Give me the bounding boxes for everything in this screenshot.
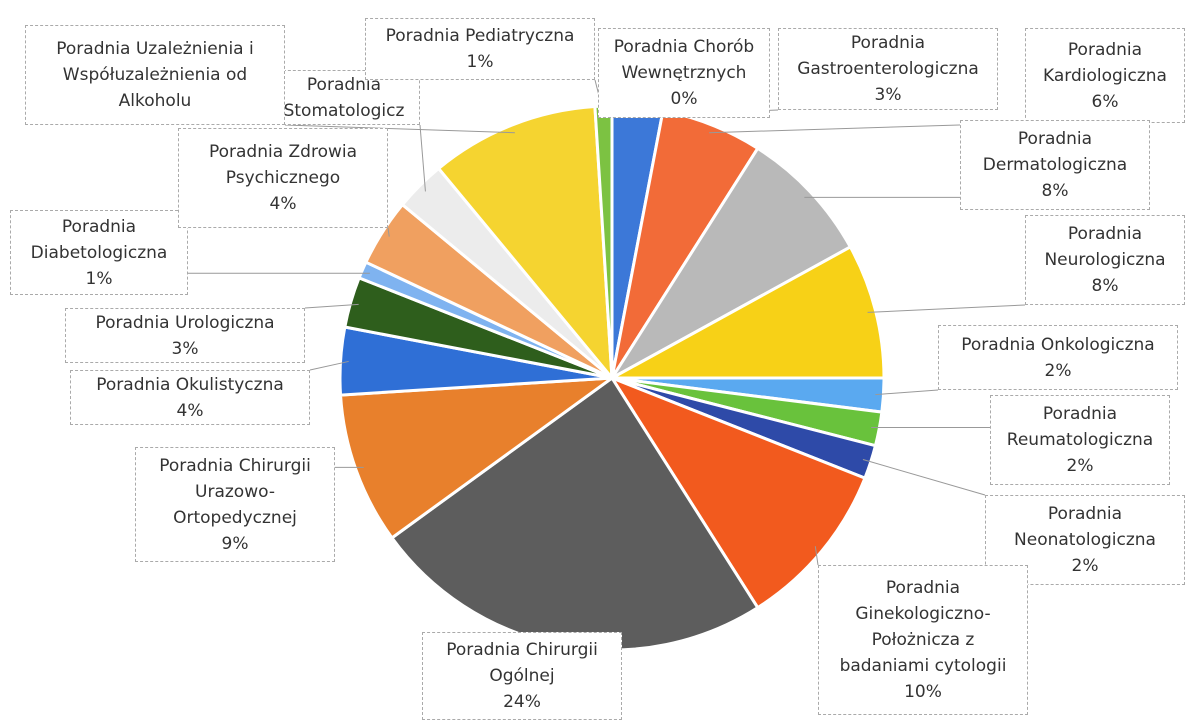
data-label: Poradnia Onkologiczna 2% bbox=[938, 325, 1178, 390]
category-name: Poradnia Ginekologiczno-Położnicza z bad… bbox=[839, 578, 1007, 676]
leader-line bbox=[304, 303, 359, 309]
data-label: Poradnia Okulistyczna 4% bbox=[70, 370, 310, 425]
data-label: Poradnia Diabetologiczna 1% bbox=[10, 210, 188, 295]
category-name: Poradnia Pediatryczna bbox=[385, 26, 575, 46]
data-label: Poradnia Chirurgii Ogólnej 24% bbox=[422, 632, 622, 720]
leader-line bbox=[862, 459, 986, 496]
value-label: 10% bbox=[904, 682, 942, 702]
value-label: 4% bbox=[269, 194, 297, 214]
category-name: Poradnia Neonatologiczna bbox=[1014, 504, 1156, 550]
category-name: Poradnia Kardiologiczna bbox=[1043, 39, 1167, 86]
value-label: 2% bbox=[1071, 556, 1099, 576]
data-label: Poradnia Zdrowia Psychicznego 4% bbox=[178, 128, 388, 228]
value-label: 4% bbox=[176, 400, 204, 421]
category-name: Poradnia Dermatologiczna bbox=[982, 129, 1128, 175]
value-label: 0% bbox=[670, 89, 698, 109]
category-name: Poradnia Urologiczna bbox=[95, 312, 275, 333]
category-name: Poradnia Gastroenterologiczna bbox=[797, 33, 979, 79]
category-name: Poradnia Okulistyczna bbox=[96, 374, 284, 395]
pie-slice bbox=[338, 376, 618, 540]
category-name: Poradnia Reumatologiczna bbox=[1006, 404, 1154, 450]
category-name: Poradnia Chirurgii Urazowo-Ortopedycznej bbox=[159, 455, 311, 528]
leader-line bbox=[284, 124, 515, 134]
data-label: Poradnia Kardiologiczna 6% bbox=[1025, 28, 1185, 123]
leader-line bbox=[875, 389, 939, 396]
category-name: Poradnia Chirurgii Ogólnej bbox=[446, 640, 598, 686]
category-name: Poradnia Zdrowia Psychicznego bbox=[208, 142, 358, 188]
category-name: Poradnia Chorób Wewnętrznych bbox=[613, 37, 755, 83]
data-label: Poradnia Reumatologiczna 2% bbox=[990, 395, 1170, 485]
leader-line bbox=[814, 546, 819, 566]
data-label: Poradnia Urologiczna 3% bbox=[65, 308, 305, 363]
data-label: Poradnia Ginekologiczno-Położnicza z bad… bbox=[818, 565, 1028, 715]
data-label: Poradnia Uzależnienia i Współuzależnieni… bbox=[25, 25, 285, 125]
pie-slice bbox=[610, 146, 853, 380]
value-label: 3% bbox=[171, 338, 199, 359]
value-label: 3% bbox=[874, 85, 902, 105]
leader-line bbox=[309, 360, 349, 371]
data-label: Poradnia Chorób Wewnętrznych 0% bbox=[598, 28, 770, 118]
value-label: 1% bbox=[466, 52, 494, 72]
value-label: 2% bbox=[1044, 360, 1072, 381]
category-name: Poradnia Diabetologiczna bbox=[30, 216, 168, 263]
data-label: Poradnia Chirurgii Urazowo-Ortopedycznej… bbox=[135, 447, 335, 562]
category-name: Poradnia Uzależnienia i Współuzależnieni… bbox=[56, 39, 254, 111]
data-label: Poradnia Neurologiczna 8% bbox=[1025, 215, 1185, 305]
value-label: 6% bbox=[1091, 91, 1119, 112]
leader-line bbox=[387, 227, 390, 237]
pie-slice bbox=[608, 374, 867, 610]
category-name: Poradnia Onkologiczna bbox=[961, 334, 1155, 355]
value-label: 8% bbox=[1041, 181, 1069, 201]
pie-slice bbox=[611, 244, 886, 380]
leader-line bbox=[419, 124, 426, 192]
data-label: Poradnia Pediatryczna 1% bbox=[365, 18, 595, 80]
pie-slice bbox=[436, 104, 614, 383]
value-label: 24% bbox=[503, 692, 541, 712]
value-label: 1% bbox=[85, 268, 113, 289]
category-name: Poradnia Stomatologicz bbox=[283, 74, 405, 121]
data-label: Poradnia Gastroenterologiczna 3% bbox=[778, 28, 998, 110]
data-label: Poradnia Dermatologiczna 8% bbox=[960, 120, 1150, 210]
leader-line bbox=[867, 304, 1026, 313]
value-label: 8% bbox=[1091, 276, 1119, 296]
category-name: Poradnia Neurologiczna bbox=[1044, 224, 1166, 270]
value-label: 2% bbox=[1066, 456, 1094, 476]
value-label: 9% bbox=[221, 533, 249, 554]
